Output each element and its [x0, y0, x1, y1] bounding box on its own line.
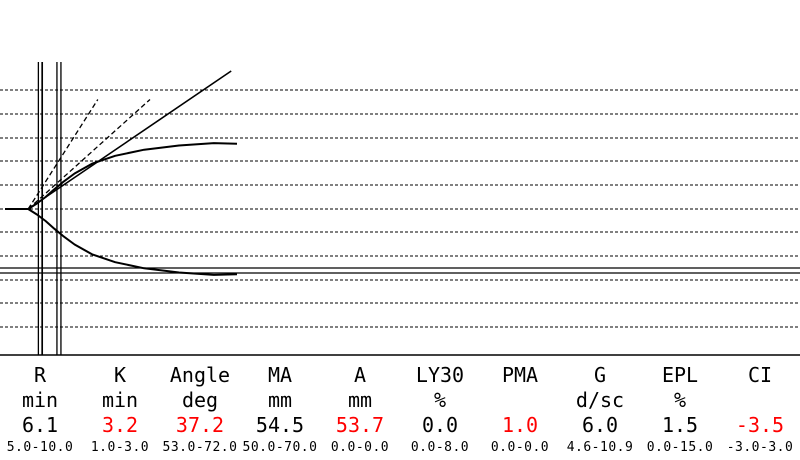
trace-lower — [5, 208, 238, 276]
param-value: 54.5 — [255, 413, 305, 437]
param-name: LY30 — [415, 363, 465, 387]
param-name: MA — [267, 363, 293, 387]
param-name: A — [353, 363, 367, 387]
param-value: 37.2 — [175, 413, 225, 437]
param-value: 1.5 — [661, 413, 699, 437]
param-col-a: A mm 53.7 0.0-0.0 — [320, 362, 400, 458]
param-name: PMA — [501, 363, 539, 387]
param-range: 0.0-0.0 — [330, 440, 390, 455]
param-unit: deg — [181, 388, 219, 412]
param-range: 4.6-10.9 — [566, 440, 634, 455]
param-col-ly30: LY30 % 0.0 0.0-8.0 — [400, 362, 480, 458]
param-range: 50.0-70.0 — [242, 440, 318, 455]
param-name: EPL — [661, 363, 699, 387]
param-name: G — [593, 363, 607, 387]
param-col-g: G d/sc 6.0 4.6-10.9 — [560, 362, 640, 458]
param-value: 3.2 — [101, 413, 139, 437]
param-unit — [480, 388, 560, 412]
trace-upper — [5, 142, 238, 210]
param-value: 0.0 — [421, 413, 459, 437]
param-name: Angle — [169, 363, 231, 387]
param-col-epl: EPL % 1.5 0.0-15.0 — [640, 362, 720, 458]
param-name: R — [33, 363, 47, 387]
param-col-r: R min 6.1 5.0-10.0 — [0, 362, 80, 458]
param-col-angle: Angle deg 37.2 53.0-72.0 — [160, 362, 240, 458]
param-unit: mm — [347, 388, 373, 412]
param-value: 1.0 — [501, 413, 539, 437]
tracing-plot — [0, 62, 800, 356]
param-range: 0.0-0.0 — [490, 440, 550, 455]
param-name: K — [113, 363, 127, 387]
param-range: 0.0-15.0 — [646, 440, 714, 455]
param-range: 1.0-3.0 — [90, 440, 150, 455]
param-range: 5.0-10.0 — [6, 440, 74, 455]
param-unit: % — [673, 388, 687, 412]
param-range: -3.0-3.0 — [726, 440, 794, 455]
tangent-dashed — [27, 99, 151, 210]
param-value: -3.5 — [735, 413, 785, 437]
param-value: 6.0 — [581, 413, 619, 437]
param-unit — [720, 388, 800, 412]
parameter-table: R min 6.1 5.0-10.0 K min 3.2 1.0-3.0 Ang… — [0, 362, 800, 460]
param-unit: d/sc — [575, 388, 625, 412]
param-col-ma: MA mm 54.5 50.0-70.0 — [240, 362, 320, 458]
param-col-k: K min 3.2 1.0-3.0 — [80, 362, 160, 458]
tangent-dashed — [27, 99, 99, 210]
param-col-pma: PMA 1.0 0.0-0.0 — [480, 362, 560, 458]
param-col-ci: CI -3.5 -3.0-3.0 — [720, 362, 800, 458]
param-range: 53.0-72.0 — [162, 440, 238, 455]
param-value: 6.1 — [21, 413, 59, 437]
param-range: 0.0-8.0 — [410, 440, 470, 455]
param-unit: % — [433, 388, 447, 412]
param-unit: min — [101, 388, 139, 412]
param-unit: min — [21, 388, 59, 412]
param-value: 53.7 — [335, 413, 385, 437]
param-name: CI — [747, 363, 773, 387]
angle-tangent — [27, 70, 232, 210]
param-unit: mm — [267, 388, 293, 412]
